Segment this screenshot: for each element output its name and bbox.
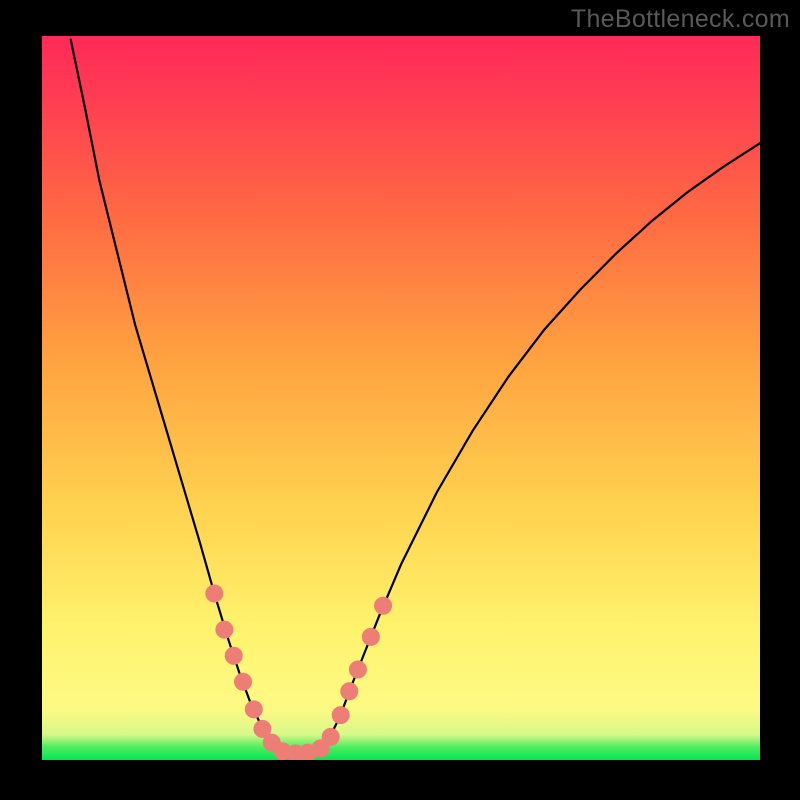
data-point (225, 647, 242, 664)
data-point (362, 628, 379, 645)
watermark-text: TheBottleneck.com (571, 5, 790, 34)
data-point (322, 728, 339, 745)
data-point (235, 673, 252, 690)
data-point (332, 707, 349, 724)
gradient-background (42, 36, 760, 760)
data-point (349, 661, 366, 678)
bottleneck-plot (42, 36, 760, 760)
chart-container: TheBottleneck.com (0, 0, 800, 800)
data-point (245, 701, 262, 718)
data-point (375, 597, 392, 614)
data-point (216, 621, 233, 638)
data-point (206, 585, 223, 602)
data-point (341, 683, 358, 700)
